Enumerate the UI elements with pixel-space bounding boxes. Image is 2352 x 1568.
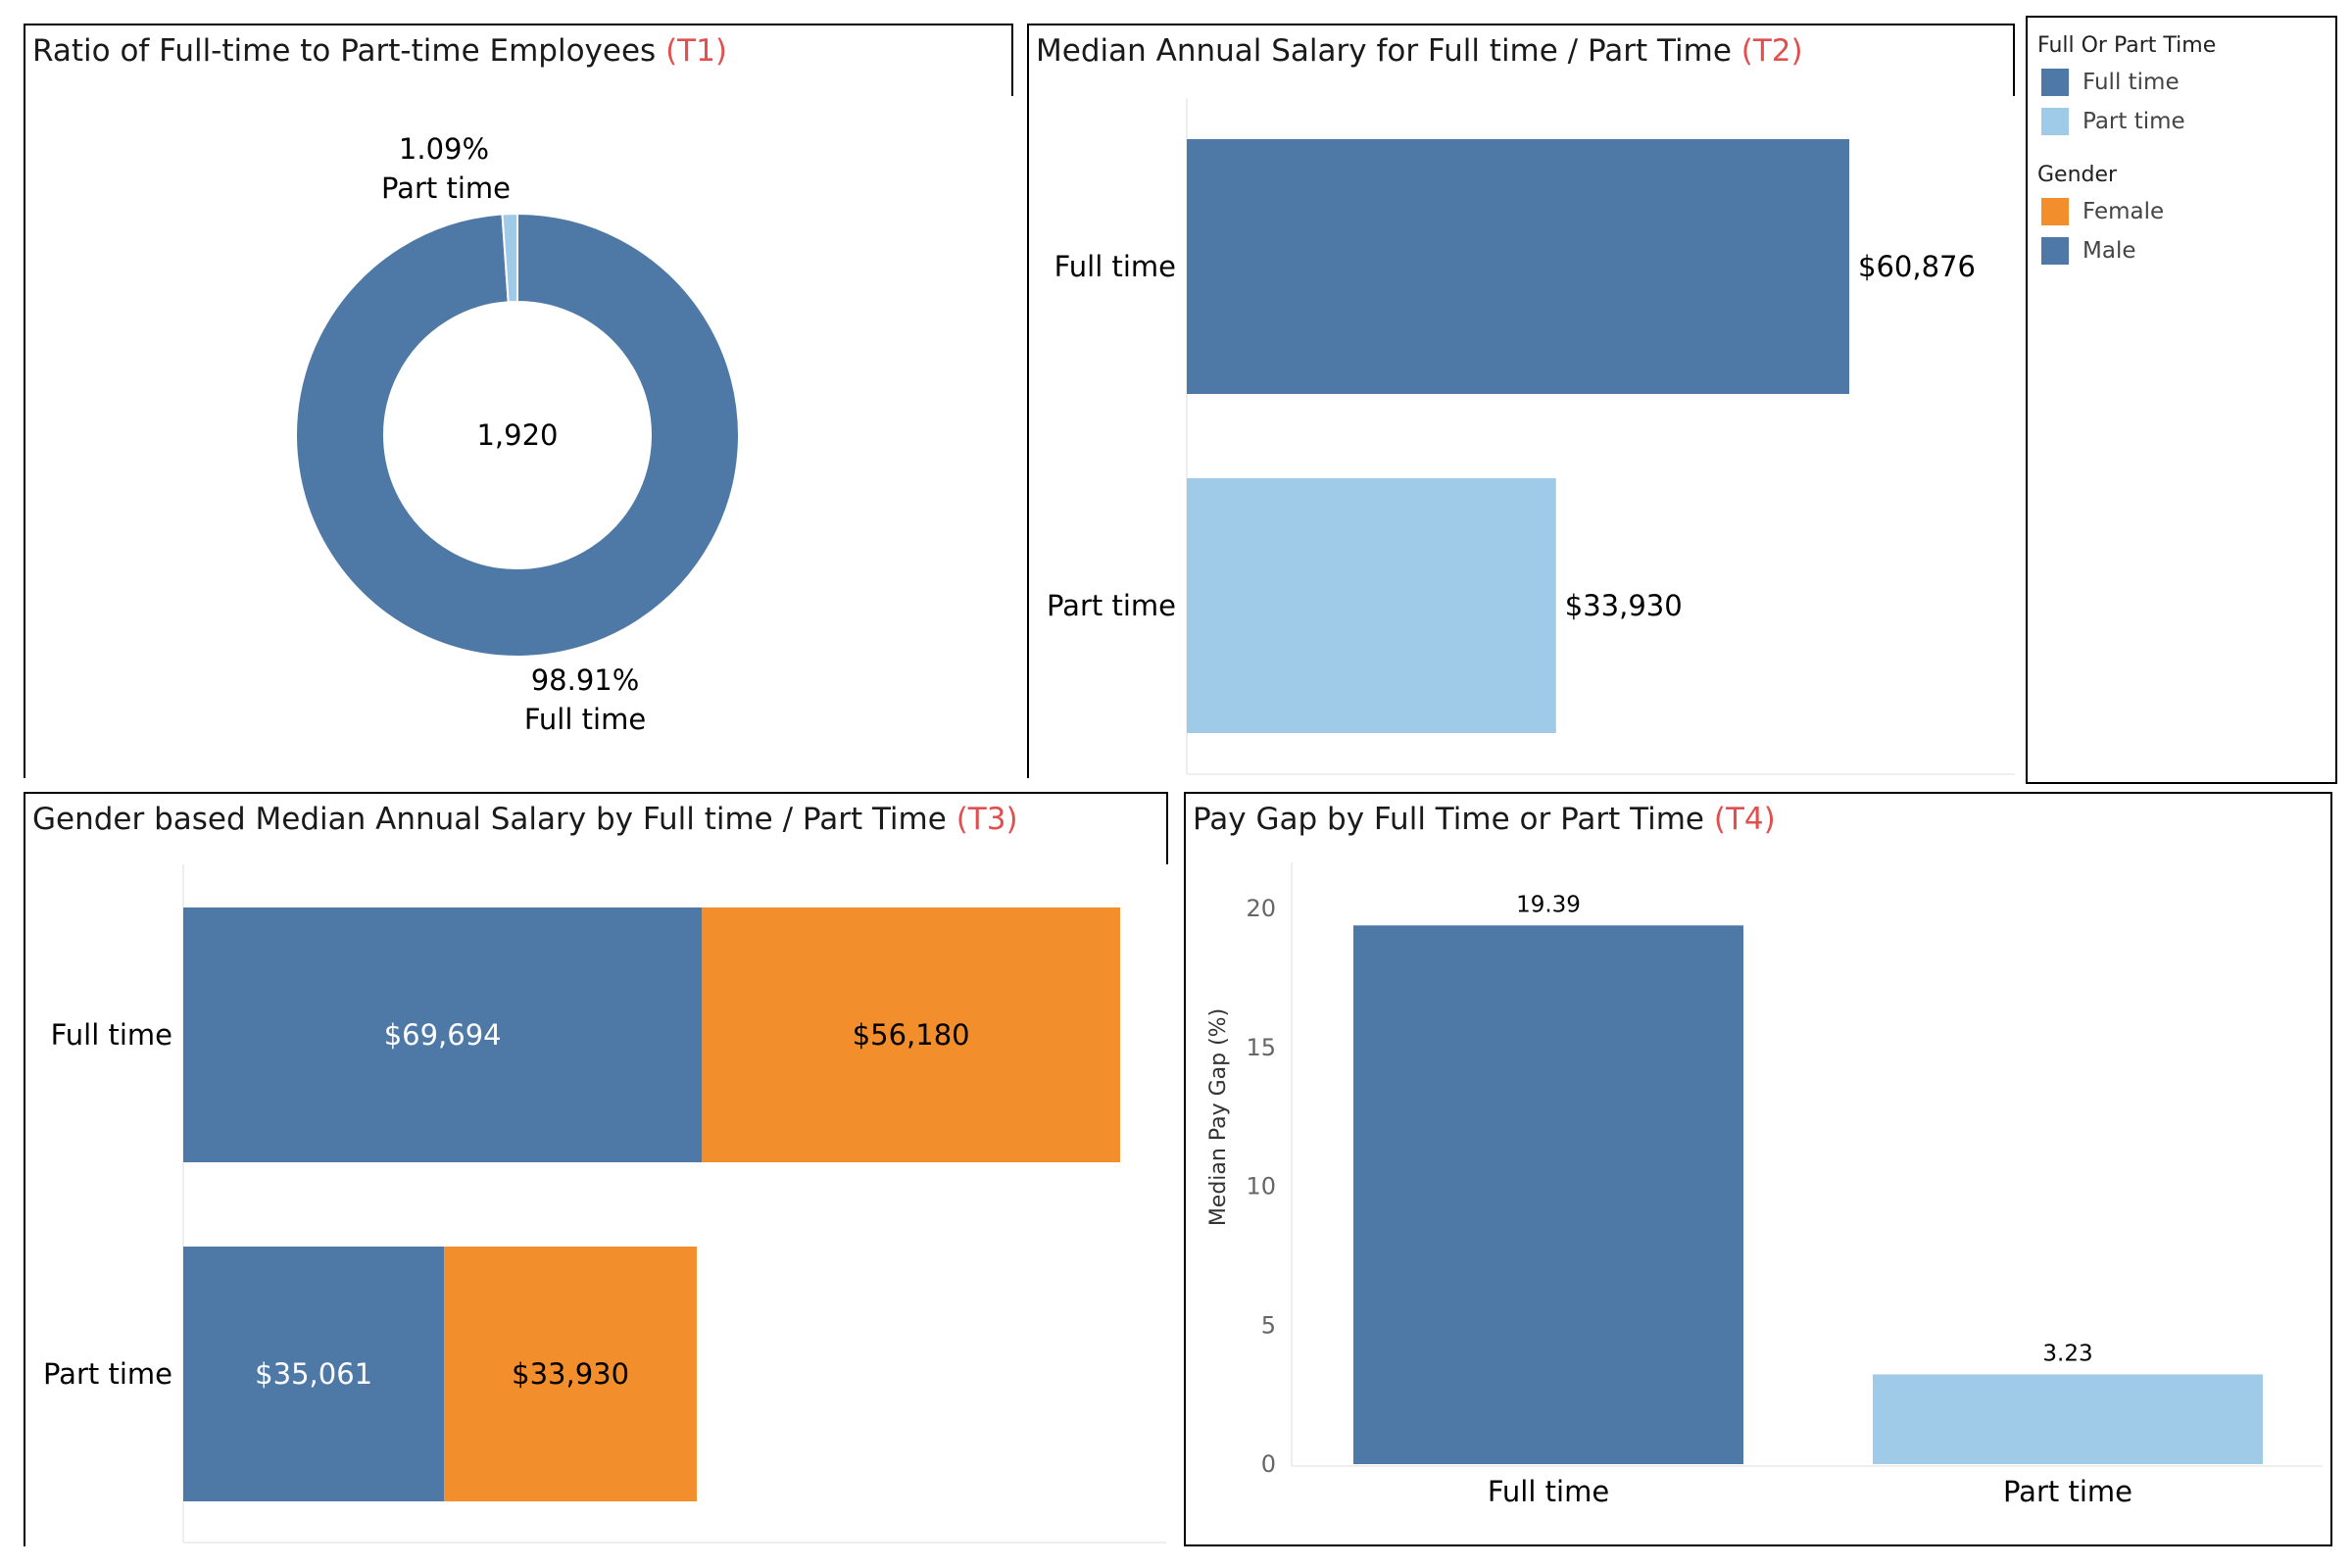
category-label: Part time — [43, 1357, 172, 1391]
panel-right-border — [1011, 24, 1013, 96]
panel-t2-median-salary: Median Annual Salary for Full time / Par… — [1027, 24, 2015, 778]
data-label: $33,930 — [1565, 589, 1683, 622]
legend-item-part-time[interactable]: Part time — [2041, 108, 2185, 135]
panel-left-border — [24, 792, 25, 1546]
legend-panel: Full Or Part Time Full time Part time Ge… — [2026, 16, 2337, 784]
panel-right-border — [1166, 792, 1168, 864]
donut-slice-full-time — [295, 212, 740, 658]
panel-title: Pay Gap by Full Time or Part Time (T4) — [1193, 802, 1776, 837]
x-tick-label: Full time — [1488, 1475, 1609, 1508]
y-tick-label: 20 — [1246, 895, 1276, 922]
panel-top-border — [1027, 24, 2015, 25]
panel-top-border — [24, 24, 1013, 25]
legend-item-female[interactable]: Female — [2041, 198, 2164, 225]
data-label: $69,694 — [384, 1018, 502, 1052]
bar-part-time — [1187, 478, 1556, 733]
panel-t1-ratio: Ratio of Full-time to Part-time Employee… — [24, 24, 1013, 778]
bar-segment-female — [702, 907, 1120, 1162]
slice-label-full-time-pct: 98.91% — [531, 663, 640, 697]
data-label: $56,180 — [853, 1018, 970, 1052]
panel-tag: (T2) — [1740, 33, 1803, 69]
legend-item-full-time[interactable]: Full time — [2041, 69, 2180, 96]
data-label: 19.39 — [1516, 892, 1581, 917]
legend-label: Male — [2082, 238, 2136, 264]
panel-left-border — [24, 24, 25, 778]
part-time-swatch — [2041, 108, 2069, 135]
bar-full-time — [1187, 139, 1849, 394]
y-tick-label: 0 — [1261, 1450, 1276, 1478]
legend-label: Full time — [2082, 70, 2180, 95]
category-label: Full time — [1054, 250, 1176, 283]
panel-tag: (T3) — [956, 802, 1018, 837]
category-label: Part time — [1047, 589, 1176, 622]
panel-t4-pay-gap: Pay Gap by Full Time or Part Time (T4) — [1184, 792, 2332, 1546]
panel-top-border — [24, 792, 1168, 794]
panel-t3-gender-salary: Gender based Median Annual Salary by Ful… — [24, 792, 1168, 1546]
slice-label-part-time-pct: 1.09% — [399, 132, 489, 166]
category-label: Full time — [51, 1018, 172, 1052]
panel-right-border — [2013, 24, 2015, 96]
data-label: $35,061 — [255, 1357, 372, 1391]
legend-label: Female — [2082, 199, 2165, 224]
legend-item-male[interactable]: Male — [2041, 237, 2135, 265]
slice-label-part-time-name: Part time — [381, 172, 511, 205]
data-label: $60,876 — [1858, 250, 1976, 283]
donut-center-label: 1,920 — [476, 418, 558, 452]
panel-title: Median Annual Salary for Full time / Par… — [1036, 33, 1803, 69]
bar-segment-male — [183, 907, 703, 1162]
y-tick-label: 5 — [1261, 1311, 1276, 1339]
panel-tag: (T1) — [665, 33, 727, 69]
x-tick-label: Part time — [2003, 1475, 2132, 1508]
y-tick-label: 10 — [1246, 1173, 1276, 1200]
slice-label-full-time-name: Full time — [524, 703, 646, 736]
bar-segment-female — [444, 1247, 697, 1501]
female-swatch — [2041, 198, 2069, 225]
legend-title-employment: Full Or Part Time — [2037, 33, 2217, 58]
full-time-swatch — [2041, 69, 2069, 96]
y-axis-title: Median Pay Gap (%) — [1206, 1008, 1231, 1226]
bar-part-time — [1873, 1374, 2263, 1464]
male-swatch — [2041, 237, 2069, 265]
legend-label: Part time — [2082, 109, 2185, 134]
panel-left-border — [1027, 24, 1029, 778]
bar-full-time — [1353, 925, 1743, 1464]
panel-title: Ratio of Full-time to Part-time Employee… — [32, 33, 727, 69]
panel-title: Gender based Median Annual Salary by Ful… — [32, 802, 1018, 837]
y-tick-label: 15 — [1246, 1034, 1276, 1061]
bar-segment-male — [183, 1247, 445, 1501]
data-label: $33,930 — [512, 1357, 629, 1391]
legend-title-gender: Gender — [2037, 163, 2118, 187]
data-label: 3.23 — [2042, 1341, 2092, 1366]
donut-slice-part-time — [501, 212, 518, 304]
panel-tag: (T4) — [1713, 802, 1776, 837]
